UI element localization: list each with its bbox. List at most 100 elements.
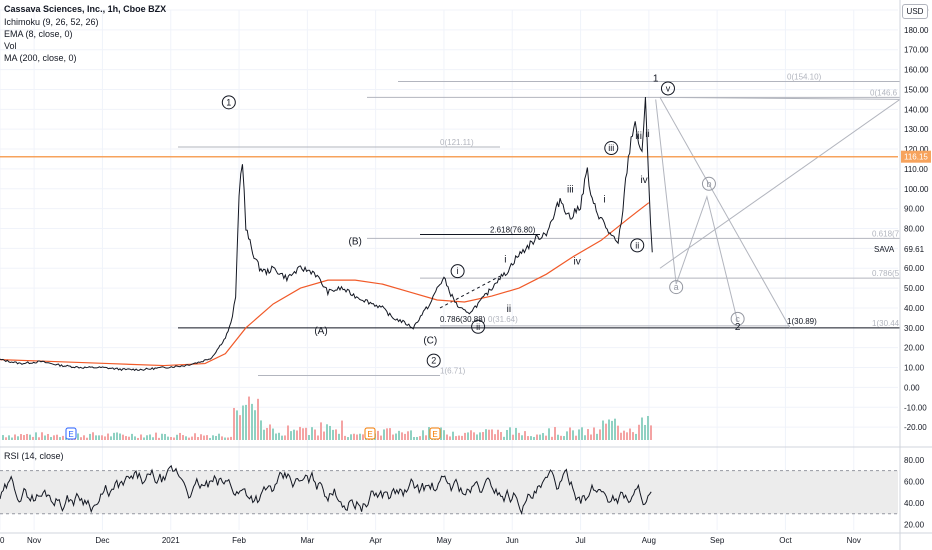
- volume-bar: [23, 435, 25, 440]
- volume-bar: [404, 433, 406, 440]
- volume-bar: [506, 429, 508, 440]
- volume-bar: [554, 427, 556, 440]
- price-line: [0, 96, 653, 372]
- fib-label: 2.618(76.80): [490, 225, 536, 234]
- volume-bar: [527, 436, 529, 440]
- indicator-vol[interactable]: Vol: [4, 41, 17, 51]
- fib-label: 0(31.64): [488, 315, 518, 324]
- volume-bar: [479, 432, 481, 440]
- volume-bar: [170, 436, 172, 440]
- volume-bar: [353, 433, 355, 440]
- volume-bar: [548, 428, 550, 440]
- volume-bar: [263, 429, 265, 440]
- volume-bar: [275, 433, 277, 440]
- volume-bar: [476, 434, 478, 440]
- volume-bar: [389, 428, 391, 440]
- volume-bar: [596, 433, 598, 440]
- volume-bar: [128, 436, 130, 440]
- y-tick-label: 10.00: [904, 364, 925, 373]
- volume-bar: [317, 435, 319, 440]
- wave-label: (B): [348, 236, 361, 247]
- volume-bar: [338, 433, 340, 440]
- wave-label: iii: [608, 143, 614, 153]
- volume-bar: [623, 430, 625, 440]
- rsi-legend[interactable]: RSI (14, close): [4, 451, 64, 461]
- volume-bar: [557, 434, 559, 440]
- rsi-line: [0, 464, 652, 515]
- volume-bar: [230, 436, 232, 440]
- volume-bar: [83, 435, 85, 440]
- volume-bar: [587, 429, 589, 440]
- x-tick-label: Oct: [779, 536, 792, 545]
- volume-bar: [425, 435, 427, 440]
- volume-bar: [113, 432, 115, 440]
- volume-bar: [116, 432, 118, 440]
- ma200-line: [0, 202, 650, 367]
- x-tick-label: Mar: [300, 536, 314, 545]
- wave-label: (C): [423, 336, 437, 347]
- volume-bar: [311, 427, 313, 440]
- chart-title: Cassava Sciences, Inc., 1h, Cboe BZX: [4, 4, 167, 14]
- volume-bar: [485, 429, 487, 440]
- wave-circle: [471, 319, 486, 334]
- x-tick-label: Nov: [847, 536, 861, 545]
- volume-bar: [194, 433, 196, 440]
- y-tick-label: 0.00: [904, 383, 920, 392]
- volume-bar: [8, 435, 10, 440]
- volume-bar: [62, 435, 64, 440]
- volume-bar: [518, 432, 520, 440]
- volume-bar: [413, 436, 415, 440]
- volume-bar: [470, 430, 472, 440]
- volume-bar: [452, 431, 454, 440]
- volume-bar: [593, 427, 595, 440]
- y-tick-label: 60.00: [904, 264, 925, 273]
- currency-badge[interactable]: USD: [902, 4, 928, 19]
- volume-bar: [539, 434, 541, 440]
- volume-bar: [416, 436, 418, 440]
- volume-bar: [125, 436, 127, 440]
- wave-label: ii: [476, 322, 480, 332]
- volume-bar: [422, 430, 424, 440]
- volume-bar: [509, 427, 511, 440]
- volume-bar: [536, 434, 538, 440]
- volume-bar: [344, 435, 346, 440]
- volume-bar: [167, 436, 169, 440]
- volume-bar: [224, 437, 226, 440]
- volume-bar: [524, 431, 526, 440]
- volume-bar: [251, 403, 253, 440]
- volume-bar: [203, 435, 205, 440]
- fib-label: 0.786(30.88): [440, 315, 486, 324]
- volume-bar: [638, 424, 640, 440]
- event-marker: E: [68, 430, 73, 439]
- wave-label: (A): [314, 326, 327, 337]
- volume-bar: [359, 433, 361, 440]
- volume-bar: [254, 410, 256, 440]
- indicator-ema[interactable]: EMA (8, close, 0): [4, 29, 73, 39]
- wave-label: iii: [567, 185, 574, 196]
- volume-bar: [494, 434, 496, 440]
- volume-bar: [347, 437, 349, 440]
- volume-bar: [134, 436, 136, 440]
- volume-bar: [155, 432, 157, 440]
- volume-bar: [377, 430, 379, 440]
- y-tick-label: 160.00: [904, 66, 929, 75]
- fib-lines: 0(121.11) 1(6.71) 0(154.10) 0(146.6 0.618(7 0…: [0, 73, 901, 376]
- fib-label: 1(6.71): [440, 366, 466, 375]
- x-tick-label: Apr: [369, 536, 382, 545]
- volume-bar: [233, 407, 235, 440]
- indicator-ma200[interactable]: MA (200, close, 0): [4, 53, 77, 63]
- wave-label: 1: [653, 74, 659, 85]
- volume-bar: [284, 435, 286, 440]
- volume-bar: [215, 435, 217, 440]
- indicator-ichimoku[interactable]: Ichimoku (9, 26, 52, 26): [4, 17, 99, 27]
- volume-bar: [137, 437, 139, 440]
- wave-label: iii: [635, 131, 642, 142]
- projection-line: [659, 96, 901, 100]
- trend-line: [439, 275, 501, 309]
- volume-bar: [419, 436, 421, 440]
- x-tick-label: May: [436, 536, 451, 545]
- volume-bar: [629, 428, 631, 440]
- x-tick-label: Aug: [642, 536, 656, 545]
- volume-bar: [488, 429, 490, 440]
